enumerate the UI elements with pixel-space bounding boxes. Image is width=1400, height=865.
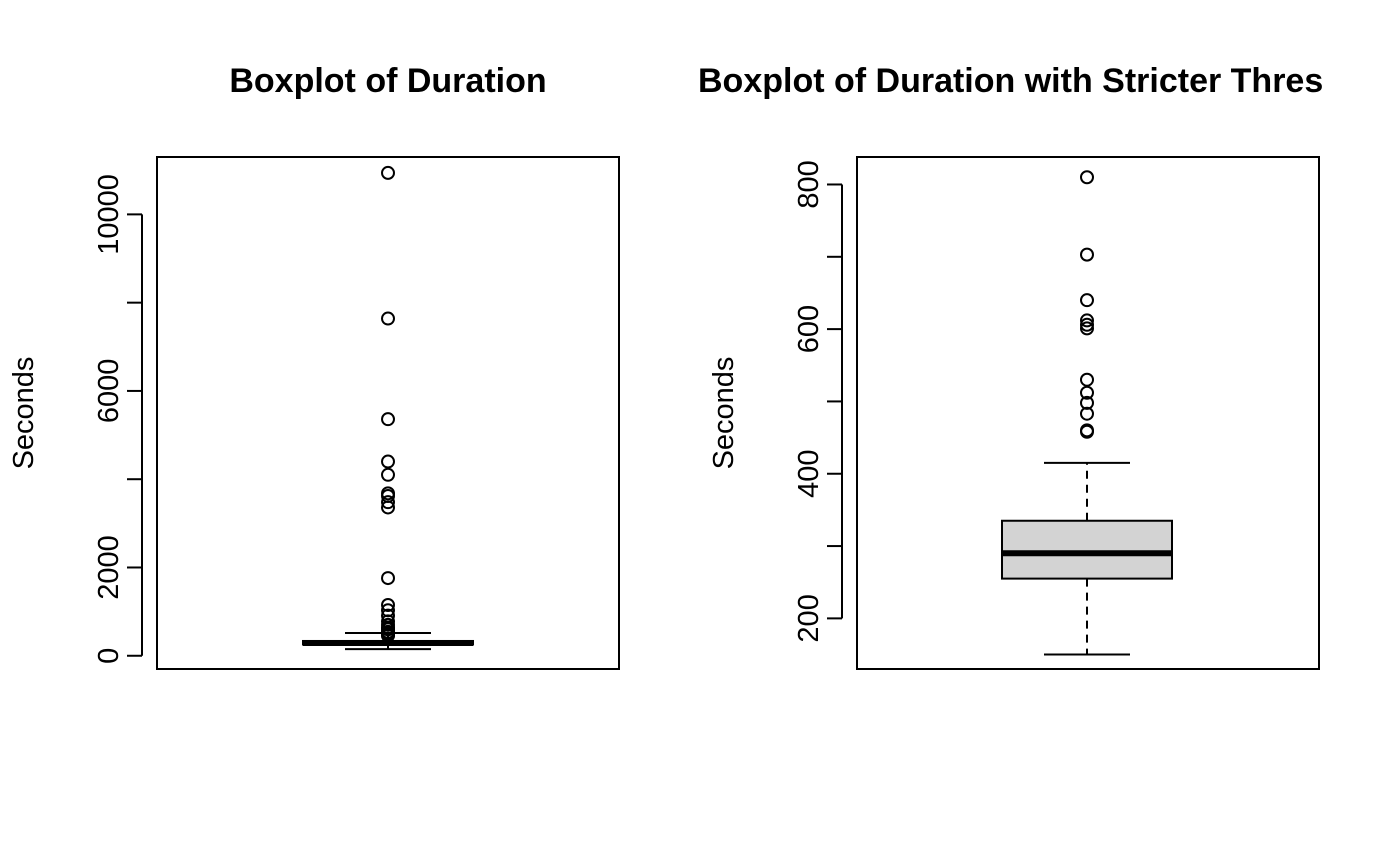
- outlier-point: [381, 412, 395, 427]
- outlier-point: [1080, 385, 1094, 400]
- y-axis: 0 2000 6000 10000: [93, 174, 143, 664]
- y-axis: 200 400 600 800: [793, 160, 843, 643]
- y-tick-label: 400: [793, 450, 825, 498]
- y-tick-label: 6000: [93, 359, 125, 424]
- outlier-point: [381, 165, 395, 180]
- outlier-point: [1080, 372, 1094, 387]
- outlier-point: [1080, 170, 1094, 185]
- y-tick-label: 10000: [93, 174, 125, 255]
- outlier-group: [381, 165, 395, 643]
- outlier-point: [381, 467, 395, 482]
- iqr-box: [1001, 519, 1173, 580]
- boxplot-panel-duration: Boxplot of Duration Seconds 0 2000 6000 100…: [8, 62, 620, 670]
- y-tick-label: 200: [793, 594, 825, 642]
- outlier-point: [381, 598, 395, 612]
- outlier-point: [1080, 406, 1094, 421]
- outlier-point: [381, 495, 395, 510]
- outlier-point: [1080, 317, 1094, 332]
- chart-title: Boxplot of Duration: [229, 62, 546, 100]
- outlier-point: [381, 571, 395, 586]
- outlier-point: [381, 311, 395, 326]
- boxplot-panel-stricter-threshold: Boxplot of Duration with Stricter Thres …: [698, 62, 1323, 670]
- outlier-point: [381, 500, 395, 515]
- outlier-point: [1080, 395, 1094, 410]
- outlier-point: [1080, 424, 1094, 439]
- outlier-group: [1080, 170, 1094, 439]
- y-tick-label: 600: [793, 305, 825, 353]
- y-tick-label: 0: [93, 648, 125, 664]
- y-tick-label: 800: [793, 160, 825, 208]
- outlier-point: [1080, 247, 1094, 262]
- box-group: [1001, 461, 1173, 656]
- outlier-point: [1080, 321, 1094, 336]
- outlier-point: [1080, 293, 1094, 308]
- outlier-point: [381, 625, 395, 640]
- plot-frame: [156, 156, 620, 670]
- plot-frame: [856, 156, 1320, 670]
- y-tick-label: 2000: [93, 535, 125, 600]
- y-axis-label: Seconds: [708, 357, 740, 470]
- chart-title: Boxplot of Duration with Stricter Thres: [698, 62, 1323, 100]
- y-axis-label: Seconds: [8, 357, 40, 470]
- outlier-point: [381, 454, 395, 469]
- outlier-point: [1080, 313, 1094, 328]
